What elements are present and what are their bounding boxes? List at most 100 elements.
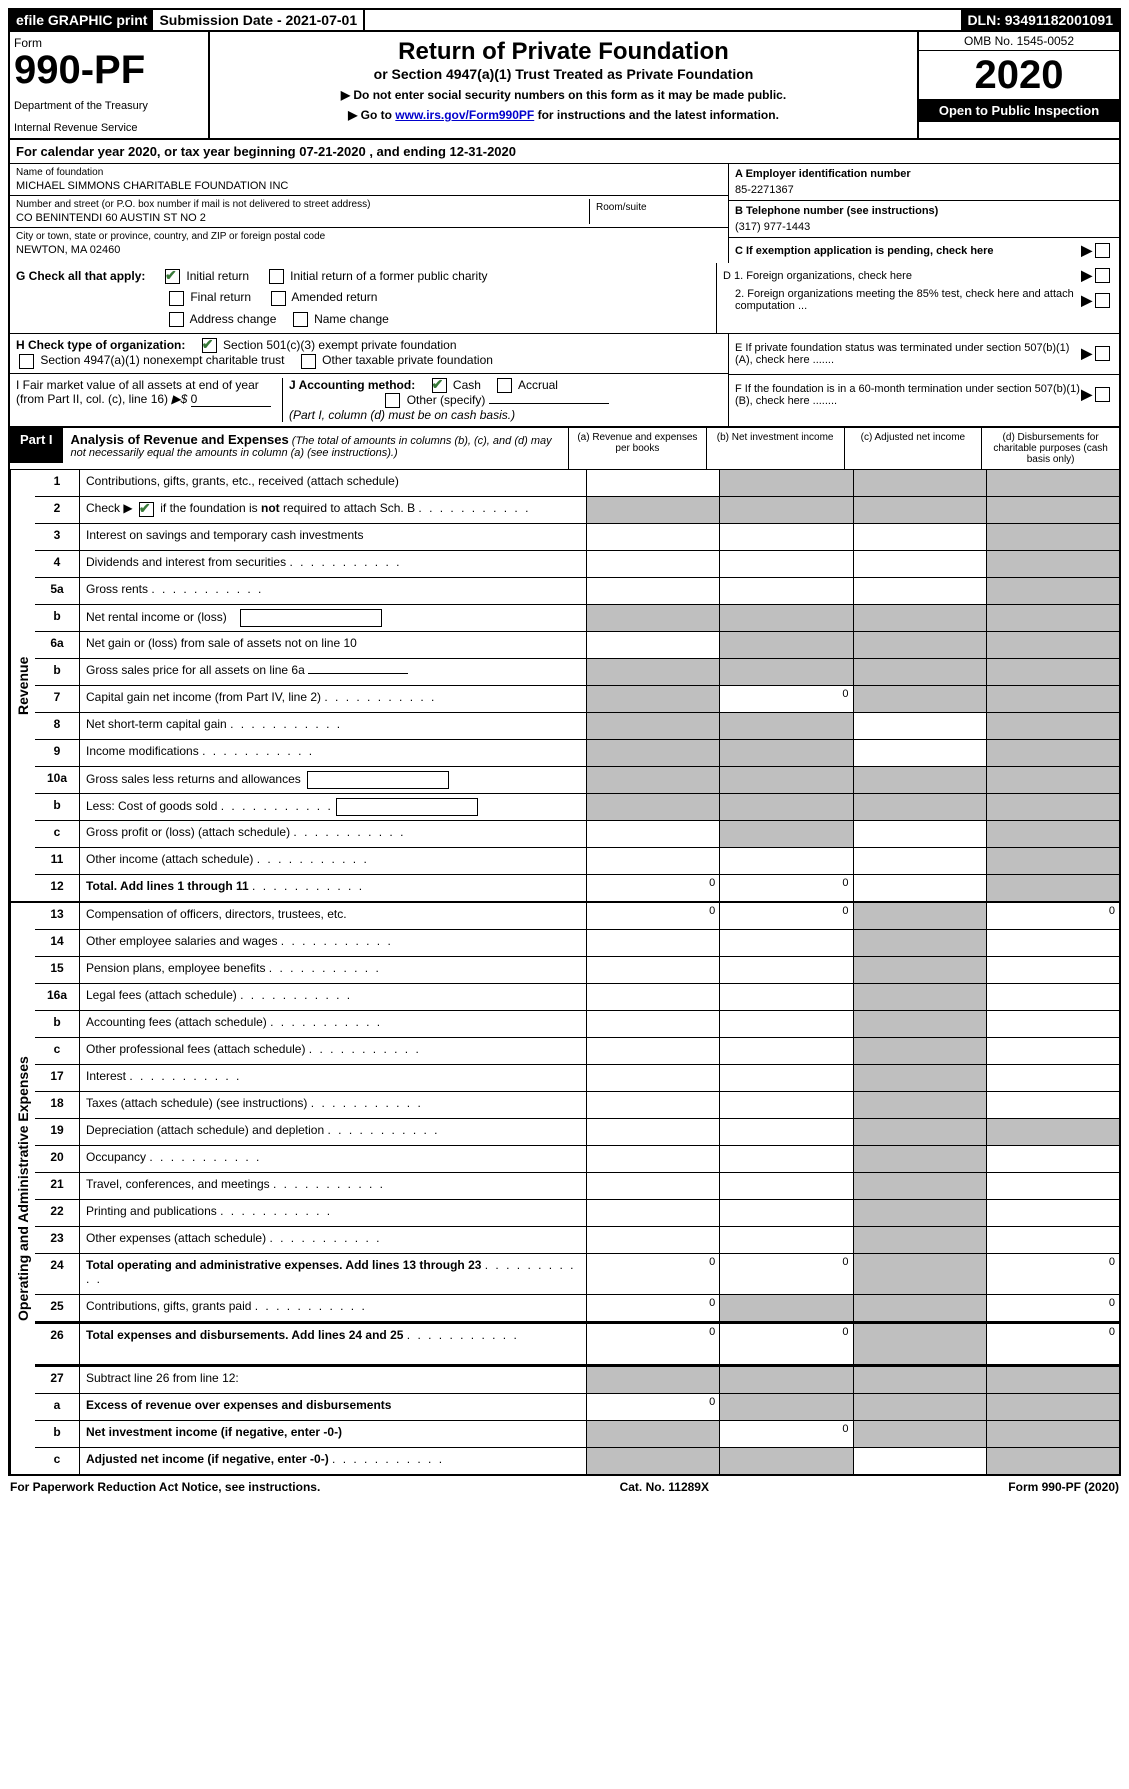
revenue-side-label: Revenue — [10, 470, 35, 901]
row-21: 21Travel, conferences, and meetings — [35, 1173, 1119, 1200]
j-note: (Part I, column (d) must be on cash basi… — [289, 408, 515, 422]
arrow-icon: ▶ — [1081, 292, 1092, 309]
cols: (a) Revenue and expenses per books (b) N… — [568, 428, 1119, 469]
row-17: 17Interest — [35, 1065, 1119, 1092]
e-label: E If private foundation status was termi… — [735, 342, 1081, 366]
row-1: 1Contributions, gifts, grants, etc., rec… — [35, 470, 1119, 497]
revenue-section: Revenue 1Contributions, gifts, grants, e… — [10, 470, 1119, 901]
row-10b: bLess: Cost of goods sold — [35, 794, 1119, 821]
row-27b: bNet investment income (if negative, ent… — [35, 1421, 1119, 1448]
addr-label: Number and street (or P.O. box number if… — [16, 199, 589, 210]
top-bar: efile GRAPHIC print Submission Date - 20… — [8, 8, 1121, 32]
row-20: 20Occupancy — [35, 1146, 1119, 1173]
city-label: City or town, state or province, country… — [16, 231, 722, 242]
part1-col-header: Part I Analysis of Revenue and Expenses … — [10, 428, 1119, 470]
tax-year: 2020 — [919, 51, 1119, 99]
row-18: 18Taxes (attach schedule) (see instructi… — [35, 1092, 1119, 1119]
d2-checkbox[interactable] — [1095, 293, 1110, 308]
h-opt2: Section 4947(a)(1) nonexempt charitable … — [40, 353, 284, 367]
j-other-checkbox[interactable] — [385, 393, 400, 408]
row-23: 23Other expenses (attach schedule) — [35, 1227, 1119, 1254]
part1-title: Analysis of Revenue and Expenses — [71, 432, 289, 447]
row-6a: 6aNet gain or (loss) from sale of assets… — [35, 632, 1119, 659]
omb-number: OMB No. 1545-0052 — [919, 32, 1119, 51]
phone-cell: B Telephone number (see instructions) (3… — [729, 201, 1119, 238]
schb-checkbox[interactable] — [139, 502, 154, 517]
j-accrual-checkbox[interactable] — [497, 378, 512, 393]
name-value: MICHAEL SIMMONS CHARITABLE FOUNDATION IN… — [16, 180, 722, 192]
calendar-year-row: For calendar year 2020, or tax year begi… — [8, 140, 1121, 164]
row-27c: cAdjusted net income (if negative, enter… — [35, 1448, 1119, 1474]
footer-mid: Cat. No. 11289X — [620, 1480, 709, 1494]
final-return-checkbox[interactable] — [169, 291, 184, 306]
e-checkbox[interactable] — [1095, 346, 1110, 361]
row-8: 8Net short-term capital gain — [35, 713, 1119, 740]
row-14: 14Other employee salaries and wages — [35, 930, 1119, 957]
j-block: J Accounting method: Cash Accrual Other … — [283, 378, 722, 423]
phone-value: (317) 977-1443 — [735, 221, 1113, 233]
part1-label: Part I — [10, 428, 63, 463]
g-label: G Check all that apply: — [16, 269, 145, 283]
ij-row: I Fair market value of all assets at end… — [10, 374, 728, 427]
amended-return-checkbox[interactable] — [271, 291, 286, 306]
name-change-checkbox[interactable] — [293, 312, 308, 327]
i-block: I Fair market value of all assets at end… — [16, 378, 283, 423]
part1-table: Part I Analysis of Revenue and Expenses … — [8, 428, 1121, 1476]
footer-right: Form 990-PF (2020) — [1008, 1480, 1119, 1494]
row-24: 24Total operating and administrative exp… — [35, 1254, 1119, 1295]
form-header: Form 990-PF Department of the Treasury I… — [8, 32, 1121, 140]
dept-treasury: Department of the Treasury — [14, 100, 204, 112]
header-mid: Return of Private Foundation or Section … — [210, 32, 917, 138]
row-9: 9Income modifications — [35, 740, 1119, 767]
f-checkbox[interactable] — [1095, 387, 1110, 402]
form-title: Return of Private Foundation — [216, 38, 911, 66]
row-7: 7Capital gain net income (from Part IV, … — [35, 686, 1119, 713]
irs-link[interactable]: www.irs.gov/Form990PF — [395, 108, 534, 122]
info-left: Name of foundation MICHAEL SIMMONS CHARI… — [10, 164, 728, 263]
h-row: H Check type of organization: Section 50… — [10, 334, 728, 374]
row-15: 15Pension plans, employee benefits — [35, 957, 1119, 984]
h-4947-checkbox[interactable] — [19, 354, 34, 369]
row-27: 27Subtract line 26 from line 12: — [35, 1365, 1119, 1394]
name-cell: Name of foundation MICHAEL SIMMONS CHARI… — [10, 164, 728, 196]
row-12: 12Total. Add lines 1 through 11 00 — [35, 875, 1119, 901]
initial-return-label: Initial return — [186, 269, 249, 283]
g-left: G Check all that apply: Initial return I… — [10, 263, 716, 333]
ef-right: E If private foundation status was termi… — [728, 334, 1119, 426]
j-cash-checkbox[interactable] — [432, 378, 447, 393]
row-16a: 16aLegal fees (attach schedule) — [35, 984, 1119, 1011]
part1-desc: Analysis of Revenue and Expenses (The to… — [63, 428, 568, 463]
row-16b: bAccounting fees (attach schedule) — [35, 1011, 1119, 1038]
spacer — [365, 10, 961, 30]
h-opt1: Section 501(c)(3) exempt private foundat… — [223, 338, 456, 352]
c-checkbox[interactable] — [1095, 243, 1110, 258]
col-b: (b) Net investment income — [706, 428, 844, 469]
expense-rows: 13Compensation of officers, directors, t… — [35, 903, 1119, 1474]
row-3: 3Interest on savings and temporary cash … — [35, 524, 1119, 551]
info-block: Name of foundation MICHAEL SIMMONS CHARI… — [8, 164, 1121, 263]
g-section: G Check all that apply: Initial return I… — [8, 263, 1121, 334]
h-opt3: Other taxable private foundation — [322, 353, 493, 367]
phone-label: B Telephone number (see instructions) — [735, 205, 1113, 217]
initial-former-checkbox[interactable] — [269, 269, 284, 284]
h-other-checkbox[interactable] — [301, 354, 316, 369]
expense-side-label: Operating and Administrative Expenses — [10, 903, 35, 1474]
row-19: 19Depreciation (attach schedule) and dep… — [35, 1119, 1119, 1146]
j-other: Other (specify) — [407, 393, 486, 407]
d1-checkbox[interactable] — [1095, 268, 1110, 283]
j-other-line — [489, 403, 609, 404]
exemption-cell: C If exemption application is pending, c… — [729, 238, 1119, 263]
footer: For Paperwork Reduction Act Notice, see … — [8, 1476, 1121, 1498]
row-11: 11Other income (attach schedule) — [35, 848, 1119, 875]
part1-title-row: Part I Analysis of Revenue and Expenses … — [10, 428, 568, 463]
row-27a: aExcess of revenue over expenses and dis… — [35, 1394, 1119, 1421]
f-label: F If the foundation is in a 60-month ter… — [735, 383, 1081, 407]
h-501c3-checkbox[interactable] — [202, 338, 217, 353]
j-label: J Accounting method: — [289, 378, 415, 392]
address-change-checkbox[interactable] — [169, 312, 184, 327]
i-arrow: ▶$ — [171, 392, 187, 406]
initial-return-checkbox[interactable] — [165, 269, 180, 284]
inst2-pre: ▶ Go to — [348, 108, 395, 122]
row-10c: cGross profit or (loss) (attach schedule… — [35, 821, 1119, 848]
f-row: F If the foundation is in a 60-month ter… — [729, 375, 1119, 415]
